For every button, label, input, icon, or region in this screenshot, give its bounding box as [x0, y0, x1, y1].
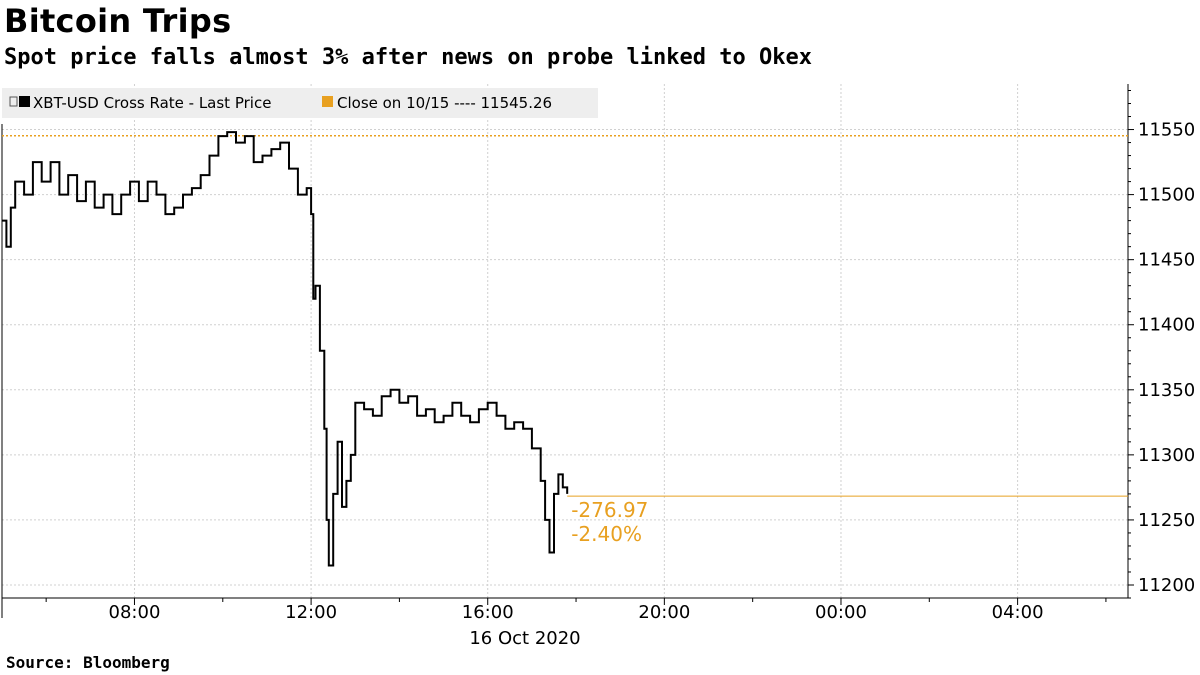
chart-subtitle: Spot price falls almost 3% after news on… [4, 45, 812, 70]
x-tick-label: 08:00 [109, 602, 161, 623]
legend-background [2, 88, 598, 118]
date-label: 16 Oct 2020 [469, 628, 580, 649]
legend-swatch-close [322, 96, 333, 107]
legend-label-close: Close on 10/15 ---- 11545.26 [337, 94, 552, 112]
y-tick-label: 11450 [1138, 250, 1195, 271]
y-tick-label: 11550 [1138, 120, 1195, 141]
x-tick-label: 00:00 [815, 602, 867, 623]
y-tick-label: 11500 [1138, 185, 1195, 206]
annotations: -276.97-2.40% [567, 495, 1128, 546]
x-tick-label: 04:00 [992, 602, 1044, 623]
series-group [2, 131, 569, 567]
legend-label-price: XBT-USD Cross Rate - Last Price [33, 94, 271, 112]
legend-swatch-price [19, 96, 30, 107]
legend-small-icon [9, 96, 18, 107]
chart-title: Bitcoin Trips [4, 2, 232, 40]
change-percent-label: -2.40% [571, 522, 642, 546]
source-note: Source: Bloomberg [6, 653, 170, 672]
x-tick-label: 16:00 [462, 602, 514, 623]
change-value-label: -276.97 [571, 498, 648, 522]
axis-ticks: 11200 11250 11300 11350 11400 11450 11500 11550… [45, 90, 1195, 623]
y-tick-label: 11250 [1138, 510, 1195, 531]
series-line-xbt-usd [2, 131, 569, 567]
y-tick-label: 11200 [1138, 575, 1195, 596]
grid-lines [2, 84, 1128, 598]
legend: XBT-USD Cross Rate - Last Price Close on… [2, 88, 598, 118]
x-tick-label: 20:00 [638, 602, 690, 623]
y-tick-label: 11300 [1138, 445, 1195, 466]
y-tick-label: 11350 [1138, 380, 1195, 401]
axes [1, 84, 1129, 618]
x-tick-label: 12:00 [285, 602, 337, 623]
y-tick-label: 11400 [1138, 315, 1195, 336]
